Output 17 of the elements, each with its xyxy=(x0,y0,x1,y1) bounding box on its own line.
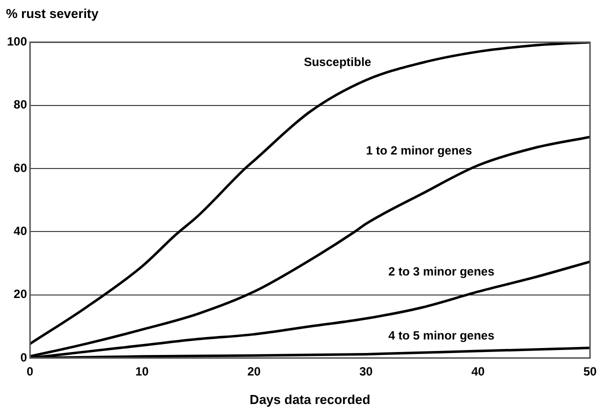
y-tick-label: 60 xyxy=(14,160,28,175)
series-label: 4 to 5 minor genes xyxy=(388,328,495,343)
x-tick-label: 40 xyxy=(471,364,485,379)
series-label: 2 to 3 minor genes xyxy=(388,264,495,278)
x-tick-label: 10 xyxy=(135,364,150,379)
y-tick-label: 0 xyxy=(20,350,28,364)
y-tick-label: 20 xyxy=(14,287,28,302)
x-tick-label: 50 xyxy=(583,364,597,379)
x-axis-title: Days data recorded xyxy=(250,392,370,407)
series-label: 1 to 2 minor genes xyxy=(366,144,472,158)
x-tick-label: 20 xyxy=(247,364,262,379)
y-tick-label: 100 xyxy=(6,34,28,49)
y-axis-title: % rust severity xyxy=(6,6,98,21)
x-tick-label: 30 xyxy=(359,364,374,379)
series-label: Susceptible xyxy=(304,54,372,69)
y-tick-label: 80 xyxy=(14,98,28,112)
y-tick-label: 40 xyxy=(14,224,28,238)
